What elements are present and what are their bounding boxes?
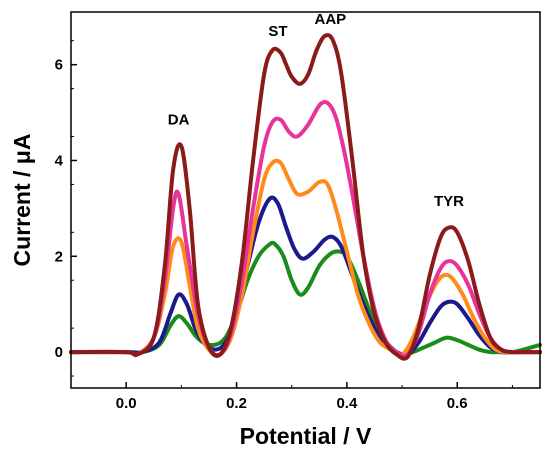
y-tick-label: 2: [55, 248, 63, 265]
label-layer: 0.0 0.2 0.4 0.6 0 2 4 6 DA ST AAP TYR: [55, 11, 468, 412]
series-line: [69, 33, 542, 361]
peak-label: AAP: [314, 11, 346, 28]
y-tick-label: 4: [55, 152, 64, 169]
peak-label: ST: [268, 23, 287, 40]
y-tick-label: 6: [55, 57, 63, 74]
x-tick-label: 0.0: [116, 395, 137, 412]
peak-label: TYR: [434, 193, 464, 210]
series-line: [69, 240, 542, 357]
series-line: [69, 99, 542, 358]
peak-label: DA: [168, 112, 190, 129]
series-line: [69, 195, 542, 357]
x-tick-label: 0.4: [336, 395, 358, 412]
y-tick-label: 0: [55, 344, 63, 361]
x-tick-label: 0.2: [226, 395, 247, 412]
series-line: [69, 158, 542, 358]
plot-frame: [70, 11, 541, 389]
x-tick-label: 0.6: [447, 395, 468, 412]
series-layer: [69, 33, 542, 361]
x-axis-title: Potential / V: [240, 423, 372, 449]
y-axis-title: Current / μA: [9, 134, 35, 267]
